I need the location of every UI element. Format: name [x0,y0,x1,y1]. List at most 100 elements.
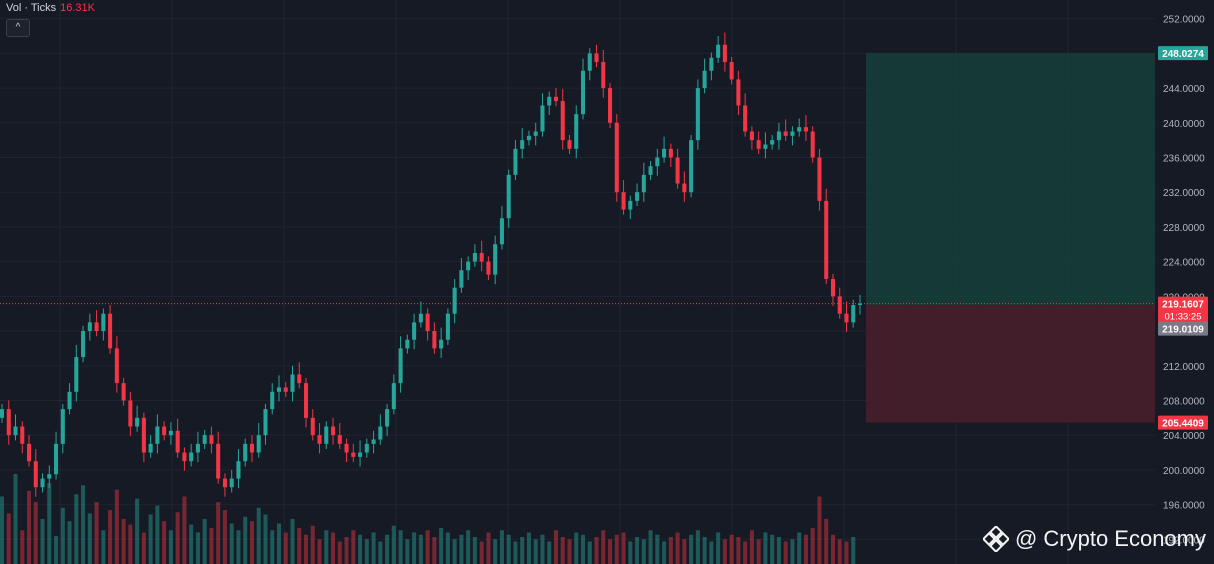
candle-body [445,313,450,340]
volume-bar [601,530,606,564]
countdown-label: 01:33:25 [1165,312,1202,323]
volume-bar [452,539,457,564]
volume-bar [425,530,430,564]
volume-bar [290,519,295,564]
volume-bar [20,530,25,564]
candle-body [668,148,673,158]
volume-bar [108,510,113,564]
candle-body [675,157,680,184]
candle-body [378,426,383,440]
volume-bar [756,539,761,564]
candle-body [249,443,254,453]
volume-bar [621,532,626,564]
candle-body [601,62,606,89]
volume-bar [398,530,403,564]
candle-body [783,131,788,136]
volume-bar [202,519,207,564]
candle-body [716,44,721,58]
candle-body [297,374,302,384]
candle-body [682,183,687,193]
y-tick-label: 192.0000 [1163,535,1205,546]
volume-bar [209,528,214,564]
volume-bar [553,530,559,564]
candle-body [493,244,498,275]
volume-bar [743,541,748,564]
volume-bar [817,496,822,564]
candle-body [236,461,241,479]
volume-bar [263,514,268,564]
candle-body [195,443,200,453]
volume-bar [608,539,613,564]
volume-bar [331,532,336,564]
chevron-up-icon[interactable]: ^ [6,19,30,37]
volume-bar [33,502,38,564]
candle-body [648,166,653,175]
volume-bar [662,541,667,564]
candle-body [202,435,207,444]
volume-bar [189,524,194,564]
volume-bar [837,539,842,564]
volume-bar [459,534,464,564]
y-tick-label: 204.0000 [1163,431,1205,442]
candle-body [229,478,234,488]
candle-body [283,387,288,392]
volume-bar [337,541,342,564]
candle-body [222,478,227,488]
volume-bar [466,530,471,564]
candle-body [851,305,856,323]
volume-legend-value: 16.31K [60,2,95,14]
volume-bar [344,537,349,564]
candle-body [567,140,572,149]
volume-bar [689,534,694,564]
volume-bar [722,539,727,564]
candle-body [13,426,18,436]
candle-body [594,53,599,63]
candle-body [358,452,363,457]
candle-body [749,131,754,141]
candle-body [209,435,214,444]
candle-body [135,417,140,427]
volume-bar [371,532,376,564]
volume-bar [675,532,680,564]
volume-bar [155,505,160,564]
candle-body [830,278,836,297]
volume-bar [695,530,700,564]
candle-body [743,105,748,132]
volume-bars [0,474,856,564]
candle-body [499,218,504,245]
volume-bar [81,485,86,564]
candle-body [412,322,417,340]
volume-bar [803,534,808,564]
volume-bar [682,539,687,564]
candle-body [101,313,106,332]
volume-bar [749,530,754,564]
candle-body [560,101,565,141]
volume-legend-label: Vol · Ticks [6,2,57,14]
candle-body [520,140,525,149]
candle-body [553,96,559,102]
volume-bar [513,541,518,564]
volume-bar [148,514,153,564]
volume-bar [709,541,714,564]
candle-body [857,303,863,306]
candle-body [128,400,133,427]
volume-bar [418,534,423,564]
volume-bar [13,474,18,564]
watermark-text: @ Crypto Economy [1014,526,1206,551]
volume-bar [790,539,795,564]
candle-body [526,135,531,141]
volume-bar [594,537,599,564]
diamond-logo-icon [982,526,1009,552]
candle-body [587,53,592,71]
stop-price-label: 205.4409 [1162,419,1204,430]
volume-bar [54,535,59,564]
candle-body [479,252,484,262]
volume-bar [668,537,673,564]
candle-body [108,313,113,349]
candle-body [114,348,119,384]
candle-body [391,383,396,410]
candle-body [351,452,356,457]
target-price-label-bg [1158,46,1208,61]
current-price-label: 219.1607 [1162,300,1204,311]
